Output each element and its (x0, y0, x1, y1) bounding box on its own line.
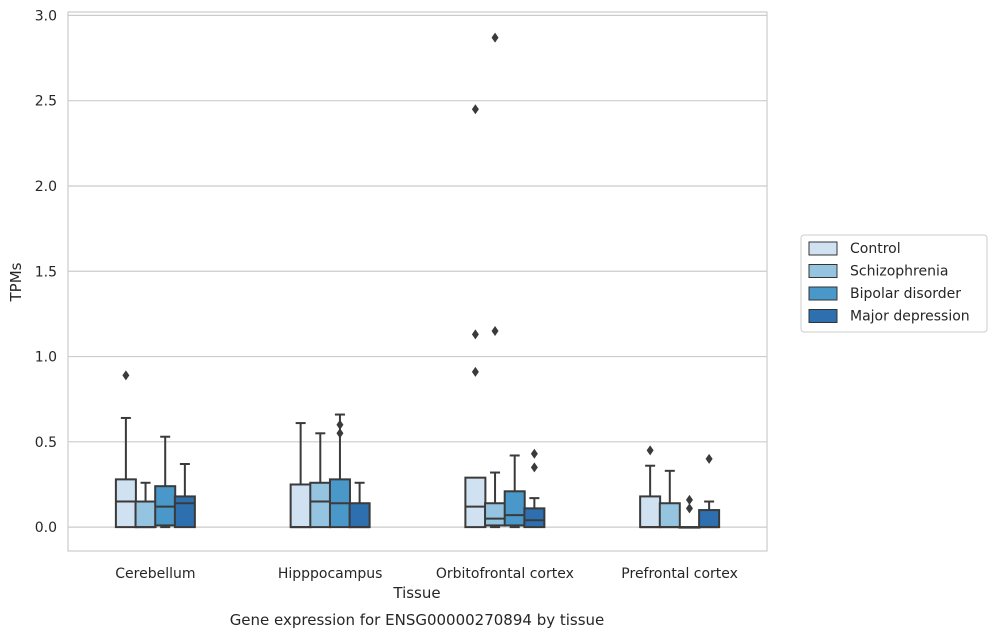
box-0-3 (173, 463, 196, 529)
box-body (503, 490, 526, 527)
box-1-2 (328, 413, 351, 529)
y-tick-label: 1.5 (35, 264, 57, 280)
outlier-point (685, 503, 693, 514)
box-body (348, 502, 371, 529)
x-tick-label: Prefrontal cortex (621, 566, 738, 582)
outlier-point (685, 494, 693, 505)
box-body (289, 483, 312, 529)
y-tick-label: 0.0 (35, 520, 57, 536)
x-axis-label: Tissue (392, 584, 440, 602)
outlier-point (471, 329, 479, 340)
legend-swatch (808, 241, 838, 256)
y-axis-ticks: 0.0 0.5 1.0 1.5 2.0 2.5 3.0 (35, 8, 57, 536)
x-axis-ticks: Cerebellum Hipppocampus Orbitofrontal cort… (115, 566, 738, 582)
box-0-2 (154, 435, 177, 529)
x-tick-label: Hipppocampus (278, 566, 383, 582)
box-body (639, 495, 662, 529)
plot-area (67, 11, 768, 552)
outlier-point (122, 370, 130, 381)
outlier-point (491, 325, 499, 336)
box-body (134, 500, 157, 529)
outlier-point (491, 32, 499, 43)
y-tick-label: 2.5 (35, 94, 57, 110)
y-tick-label: 0.5 (35, 435, 57, 451)
legend-frame (800, 234, 988, 333)
outlier-point (530, 462, 538, 473)
box-body (658, 502, 681, 529)
gridlines (68, 14, 767, 528)
outlier-point (471, 366, 479, 377)
box-body (173, 495, 196, 529)
box-3-0 (639, 445, 662, 529)
chart-caption: Gene expression for ENSG00000270894 by t… (230, 611, 605, 629)
legend-label: Bipolar disorder (850, 286, 961, 302)
legend-swatch (808, 286, 838, 301)
boxes (114, 32, 721, 529)
x-tick-label: Cerebellum (115, 566, 195, 582)
box-body (698, 509, 721, 529)
box-body (523, 507, 546, 529)
legend-swatch (808, 264, 838, 278)
box-2-2 (503, 454, 526, 529)
box-body (309, 481, 332, 529)
box-3-2 (678, 494, 701, 529)
y-axis-label: TPMs (7, 262, 25, 302)
outlier-point (471, 104, 479, 115)
outlier-point (530, 448, 538, 459)
outlier-point (646, 445, 654, 456)
x-tick-label: Orbitofrontal cortex (436, 566, 574, 582)
box-body (114, 478, 137, 529)
outlier-point (336, 428, 344, 439)
outlier-point (336, 419, 344, 430)
box-1-3 (348, 481, 371, 529)
outlier-point (705, 453, 713, 464)
legend-swatch (808, 309, 838, 323)
box-3-3 (698, 453, 721, 529)
box-body (464, 476, 487, 529)
legend-label: Major depression (850, 309, 970, 325)
legend: Control Schizophrenia Bipolar disorder Majo… (800, 234, 988, 333)
box-body (484, 502, 507, 527)
legend-label: Schizophrenia (850, 264, 948, 280)
y-tick-label: 2.0 (35, 179, 57, 195)
box-2-3 (523, 448, 546, 529)
y-tick-label: 1.0 (35, 350, 57, 366)
legend-label: Control (850, 241, 901, 257)
y-tick-label: 3.0 (35, 8, 57, 24)
box-3-1 (658, 469, 681, 529)
